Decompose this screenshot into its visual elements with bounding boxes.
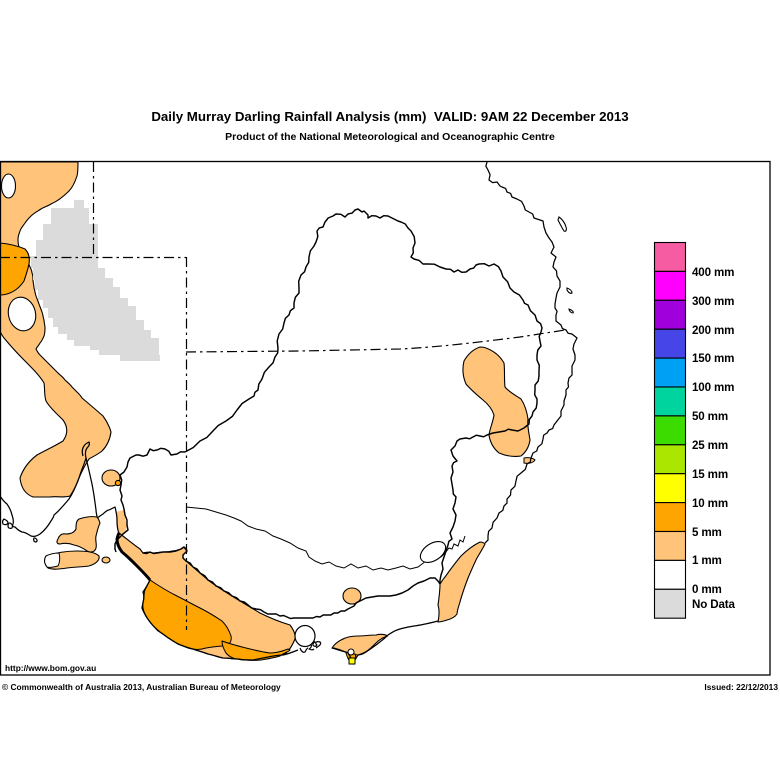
svg-text:150 mm: 150 mm bbox=[692, 352, 734, 365]
svg-text:400 mm: 400 mm bbox=[692, 266, 734, 279]
svg-text:10 mm: 10 mm bbox=[692, 497, 728, 510]
svg-text:0 mm: 0 mm bbox=[692, 583, 722, 596]
svg-text:300 mm: 300 mm bbox=[692, 295, 734, 308]
svg-text:http://www.bom.gov.au: http://www.bom.gov.au bbox=[5, 663, 96, 673]
svg-text:Daily Murray Darling Rainfall: Daily Murray Darling Rainfall Analysis (… bbox=[151, 109, 628, 124]
svg-text:100 mm: 100 mm bbox=[692, 381, 734, 394]
svg-text:No Data: No Data bbox=[692, 598, 735, 611]
svg-text:50 mm: 50 mm bbox=[692, 410, 728, 423]
svg-text:25 mm: 25 mm bbox=[692, 439, 728, 452]
svg-text:5 mm: 5 mm bbox=[692, 526, 722, 539]
svg-text:200 mm: 200 mm bbox=[692, 324, 734, 337]
svg-text:1 mm: 1 mm bbox=[692, 554, 722, 567]
svg-text:15 mm: 15 mm bbox=[692, 468, 728, 481]
svg-text:Issued: 22/12/2013: Issued: 22/12/2013 bbox=[704, 682, 778, 692]
svg-text:© Commonwealth of Australia 20: © Commonwealth of Australia 2013, Austra… bbox=[2, 682, 281, 692]
svg-text:Product of the National Meteor: Product of the National Meteorological a… bbox=[225, 131, 555, 143]
